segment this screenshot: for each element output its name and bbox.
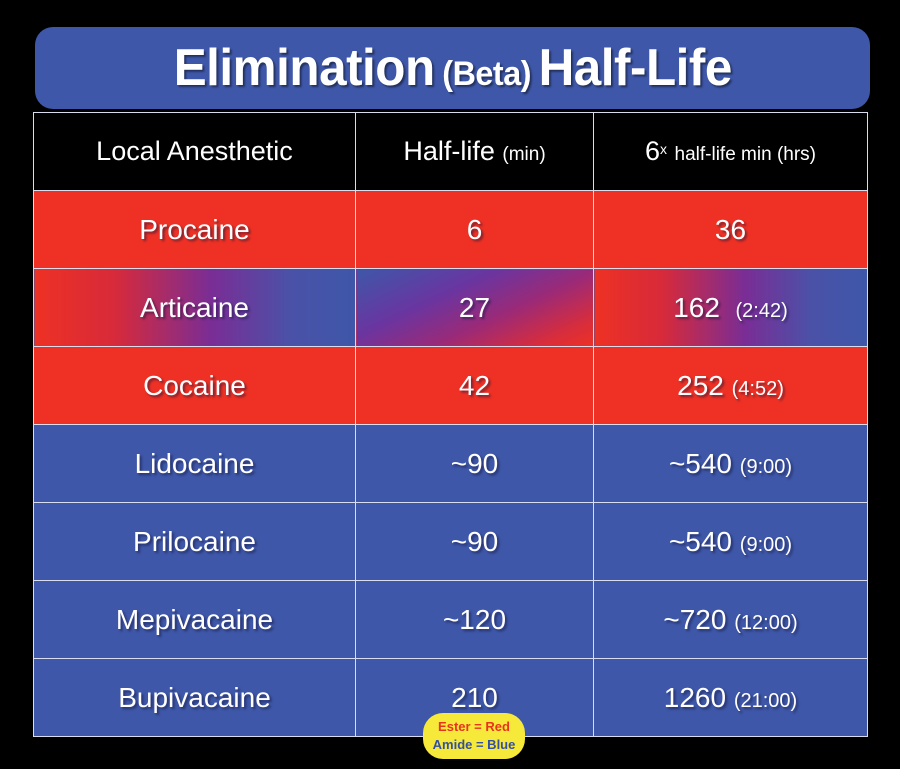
row-name: Procaine (33, 190, 356, 269)
row-half-life: ~90 (355, 424, 594, 503)
row-six-x: 1260 (21:00) (593, 658, 868, 737)
table-row: Lidocaine ~90 ~540 (9:00) (33, 424, 868, 503)
title-main-right: Half-Life (538, 39, 732, 97)
header-local-anesthetic: Local Anesthetic (33, 112, 356, 191)
half-life-table: Local Anesthetic Half-life (min) 6x half… (33, 112, 868, 737)
row-name: Articaine (33, 268, 356, 347)
row-six-x: 252 (4:52) (593, 346, 868, 425)
row-half-life: ~120 (355, 580, 594, 659)
header-six-x-half-life: 6x half-life min (hrs) (593, 112, 868, 191)
legend-ester: Ester = Red (438, 719, 510, 734)
title-main-left: Elimination (173, 39, 435, 97)
row-half-life: 42 (355, 346, 594, 425)
row-name: Prilocaine (33, 502, 356, 581)
row-half-life: 27 (355, 268, 594, 347)
table-row: Prilocaine ~90 ~540 (9:00) (33, 502, 868, 581)
table-header-row: Local Anesthetic Half-life (min) 6x half… (33, 112, 868, 191)
table-row: Bupivacaine 210 1260 (21:00) (33, 658, 868, 737)
legend-amide: Amide = Blue (432, 737, 516, 752)
row-six-x: ~540 (9:00) (593, 424, 868, 503)
row-name: Cocaine (33, 346, 356, 425)
row-six-x: 162 (2:42) (593, 268, 868, 347)
row-name: Bupivacaine (33, 658, 356, 737)
table-row: Articaine 27 162 (2:42) (33, 268, 868, 347)
row-six-x: ~720 (12:00) (593, 580, 868, 659)
row-half-life: ~90 (355, 502, 594, 581)
table-row: Cocaine 42 252 (4:52) (33, 346, 868, 425)
row-six-x: ~540 (9:00) (593, 502, 868, 581)
title-banner: Elimination (Beta) Half-Life (35, 27, 870, 109)
color-legend: Ester = Red Amide = Blue (423, 713, 525, 759)
table-row: Mepivacaine ~120 ~720 (12:00) (33, 580, 868, 659)
header-half-life: Half-life (min) (355, 112, 594, 191)
page-title: Elimination (Beta) Half-Life (173, 38, 732, 98)
table-row: Procaine 6 36 (33, 190, 868, 269)
row-name: Lidocaine (33, 424, 356, 503)
title-subtitle: (Beta) (442, 55, 531, 93)
row-half-life: 6 (355, 190, 594, 269)
row-name: Mepivacaine (33, 580, 356, 659)
row-six-x: 36 (593, 190, 868, 269)
